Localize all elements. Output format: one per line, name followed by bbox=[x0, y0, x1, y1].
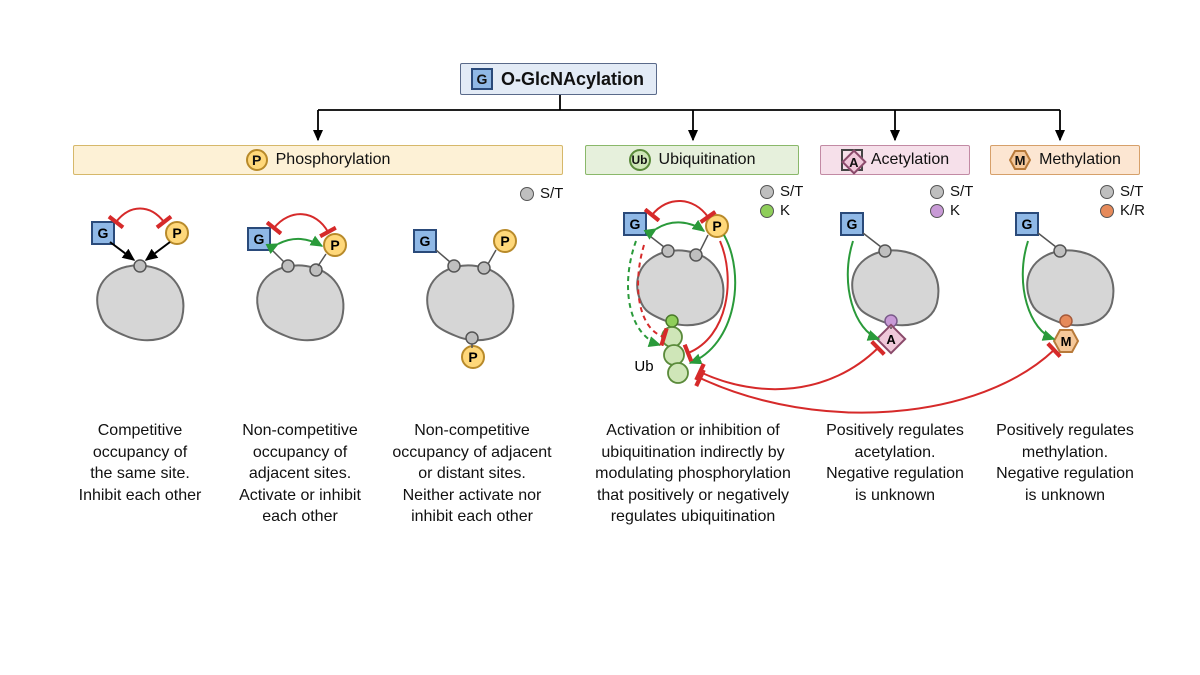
legend-acetyl-k: K bbox=[950, 202, 960, 219]
svg-text:G: G bbox=[630, 216, 641, 232]
title-box: G O-GlcNAcylation bbox=[460, 63, 657, 95]
acetylation-label: Acetylation bbox=[871, 151, 949, 169]
legend-acetyl: S/T K bbox=[930, 183, 973, 219]
ubiquitination-label: Ubiquitination bbox=[659, 151, 756, 169]
legend-methyl-kr: K/R bbox=[1120, 202, 1145, 219]
svg-text:M: M bbox=[1061, 334, 1072, 349]
desc-ac: Positively regulates acetylation. Negati… bbox=[820, 420, 970, 506]
m-badge-letter: M bbox=[1009, 149, 1031, 171]
diagram-p1: G P bbox=[92, 209, 188, 341]
legend-ubiq-k: K bbox=[780, 202, 790, 219]
ub-badge-letter: Ub bbox=[632, 153, 648, 167]
a-badge-letter: A bbox=[843, 151, 865, 173]
svg-text:G: G bbox=[254, 231, 265, 247]
diagrams-layer: G P G P bbox=[0, 0, 1200, 675]
acetylation-bar: A Acetylation bbox=[820, 145, 970, 175]
diagram-p2: G P bbox=[248, 214, 346, 340]
svg-text:G: G bbox=[847, 216, 858, 232]
m-badge-icon: M bbox=[1009, 149, 1031, 171]
diagram-acetyl: G A bbox=[841, 213, 938, 353]
title-text: O-GlcNAcylation bbox=[501, 69, 644, 90]
a-badge-icon: A bbox=[841, 149, 863, 171]
branching-arrows-icon bbox=[0, 0, 1200, 675]
diagram-p3: G P P bbox=[414, 230, 516, 368]
methylation-label: Methylation bbox=[1039, 151, 1121, 169]
methylation-bar: M Methylation bbox=[990, 145, 1140, 175]
diagram-ubiq: G P Ub bbox=[624, 201, 735, 383]
diagram-methyl: G M bbox=[1016, 213, 1113, 352]
g-badge-icon: G bbox=[471, 68, 493, 90]
legend-methyl: S/T K/R bbox=[1100, 183, 1145, 219]
desc-me: Positively regulates methylation. Negati… bbox=[990, 420, 1140, 506]
desc-ub: Activation or inhibition of ubiquitinati… bbox=[588, 420, 798, 528]
svg-text:G: G bbox=[420, 233, 431, 249]
legend-phospho-st-label: S/T bbox=[540, 185, 563, 202]
p-badge-letter: P bbox=[252, 152, 261, 168]
desc-p1: Competitive occupancy of the same site. … bbox=[65, 420, 215, 506]
legend-acetyl-st: S/T bbox=[950, 183, 973, 200]
phosphorylation-bar: P Phosphorylation bbox=[73, 145, 563, 175]
svg-text:P: P bbox=[172, 225, 181, 241]
ub-chain-label: Ub bbox=[634, 358, 653, 375]
svg-text:P: P bbox=[500, 233, 509, 249]
svg-text:G: G bbox=[98, 225, 109, 241]
svg-text:G: G bbox=[1022, 216, 1033, 232]
svg-text:P: P bbox=[330, 237, 339, 253]
desc-p3: Non-competitive occupancy of adjacent or… bbox=[382, 420, 562, 528]
ub-badge-icon: Ub bbox=[629, 149, 651, 171]
g-badge-letter: G bbox=[477, 71, 488, 87]
p-badge-icon: P bbox=[246, 149, 268, 171]
svg-text:P: P bbox=[712, 218, 721, 234]
legend-ubiq: S/T K bbox=[760, 183, 803, 219]
desc-p2: Non-competitive occupancy of adjacent si… bbox=[225, 420, 375, 528]
phosphorylation-label: Phosphorylation bbox=[276, 151, 391, 169]
svg-text:A: A bbox=[886, 332, 896, 347]
svg-text:P: P bbox=[468, 349, 477, 365]
ubiquitination-bar: Ub Ubiquitination bbox=[585, 145, 799, 175]
legend-ubiq-st: S/T bbox=[780, 183, 803, 200]
legend-phospho-st: S/T bbox=[520, 185, 563, 202]
legend-methyl-st: S/T bbox=[1120, 183, 1143, 200]
